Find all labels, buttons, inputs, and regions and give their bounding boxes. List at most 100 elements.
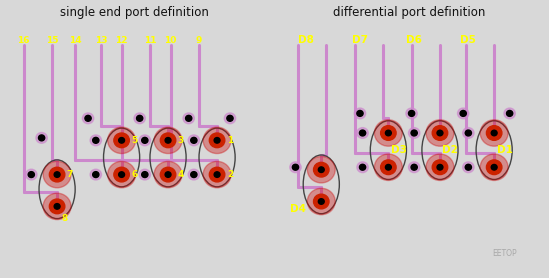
Circle shape bbox=[432, 160, 448, 175]
Circle shape bbox=[142, 137, 148, 143]
Text: 16: 16 bbox=[18, 36, 30, 45]
Circle shape bbox=[93, 172, 99, 178]
Text: single end port definition: single end port definition bbox=[60, 6, 209, 19]
Text: D3: D3 bbox=[391, 145, 407, 155]
Circle shape bbox=[408, 162, 420, 173]
Circle shape bbox=[357, 110, 363, 116]
Text: 10: 10 bbox=[165, 36, 177, 45]
Circle shape bbox=[307, 188, 335, 215]
Text: 9: 9 bbox=[196, 36, 202, 45]
Text: D1: D1 bbox=[496, 145, 512, 155]
Circle shape bbox=[191, 172, 197, 178]
Text: 7: 7 bbox=[67, 170, 73, 179]
Circle shape bbox=[360, 130, 366, 136]
Circle shape bbox=[486, 160, 502, 175]
Circle shape bbox=[480, 120, 508, 146]
Text: D2: D2 bbox=[442, 145, 458, 155]
Circle shape bbox=[160, 133, 176, 148]
Text: D5: D5 bbox=[461, 35, 477, 45]
Circle shape bbox=[188, 169, 199, 180]
Text: D7: D7 bbox=[352, 35, 368, 45]
Circle shape bbox=[457, 108, 469, 119]
Text: D8: D8 bbox=[298, 35, 313, 45]
Circle shape bbox=[26, 169, 37, 180]
Text: D4: D4 bbox=[290, 204, 306, 214]
Circle shape bbox=[28, 172, 35, 178]
Circle shape bbox=[380, 160, 396, 175]
Circle shape bbox=[507, 110, 513, 116]
Circle shape bbox=[36, 133, 47, 143]
Circle shape bbox=[225, 113, 236, 124]
Circle shape bbox=[426, 154, 454, 180]
Circle shape bbox=[437, 165, 443, 170]
Circle shape bbox=[49, 199, 65, 214]
Circle shape bbox=[318, 199, 324, 204]
Text: EETOP: EETOP bbox=[492, 249, 517, 258]
Circle shape bbox=[426, 120, 454, 146]
Circle shape bbox=[93, 137, 99, 143]
Circle shape bbox=[154, 127, 182, 153]
Circle shape bbox=[357, 162, 368, 173]
Text: 1: 1 bbox=[227, 136, 233, 145]
Circle shape bbox=[154, 161, 182, 188]
Circle shape bbox=[214, 172, 220, 177]
Text: 4: 4 bbox=[178, 170, 184, 179]
Text: 11: 11 bbox=[144, 36, 156, 45]
Circle shape bbox=[209, 133, 225, 148]
Circle shape bbox=[139, 135, 150, 146]
Text: D6: D6 bbox=[406, 35, 422, 45]
Circle shape bbox=[160, 167, 176, 182]
Circle shape bbox=[114, 167, 130, 182]
Circle shape bbox=[119, 172, 125, 177]
Circle shape bbox=[38, 135, 44, 141]
Text: 8: 8 bbox=[61, 214, 68, 223]
Circle shape bbox=[137, 115, 143, 121]
Circle shape bbox=[406, 108, 417, 119]
Text: 12: 12 bbox=[115, 36, 128, 45]
Circle shape bbox=[432, 126, 448, 140]
Circle shape bbox=[463, 162, 474, 173]
Circle shape bbox=[85, 115, 91, 121]
Circle shape bbox=[504, 108, 516, 119]
Circle shape bbox=[134, 113, 145, 124]
Circle shape bbox=[380, 126, 396, 140]
Circle shape bbox=[437, 130, 443, 136]
Circle shape bbox=[313, 194, 329, 209]
Circle shape bbox=[43, 193, 71, 220]
Circle shape bbox=[408, 128, 420, 138]
Circle shape bbox=[491, 130, 497, 136]
Circle shape bbox=[54, 203, 60, 209]
Circle shape bbox=[465, 130, 472, 136]
Text: 6: 6 bbox=[131, 170, 138, 179]
Circle shape bbox=[139, 169, 150, 180]
Circle shape bbox=[119, 138, 125, 143]
Text: differential port definition: differential port definition bbox=[333, 6, 485, 19]
Circle shape bbox=[203, 127, 231, 153]
Circle shape bbox=[293, 164, 299, 170]
Circle shape bbox=[374, 154, 402, 180]
Circle shape bbox=[318, 167, 324, 172]
Circle shape bbox=[82, 113, 94, 124]
Text: 15: 15 bbox=[46, 36, 58, 45]
Circle shape bbox=[108, 127, 136, 153]
Circle shape bbox=[183, 113, 194, 124]
Circle shape bbox=[465, 164, 472, 170]
Text: 14: 14 bbox=[69, 36, 81, 45]
Circle shape bbox=[90, 169, 102, 180]
Circle shape bbox=[313, 162, 329, 177]
Circle shape bbox=[54, 172, 60, 177]
Circle shape bbox=[480, 154, 508, 180]
Circle shape bbox=[165, 138, 171, 143]
Circle shape bbox=[408, 110, 414, 116]
Circle shape bbox=[290, 162, 301, 173]
Circle shape bbox=[307, 157, 335, 183]
Circle shape bbox=[486, 126, 502, 140]
Circle shape bbox=[43, 161, 71, 188]
Circle shape bbox=[491, 165, 497, 170]
Circle shape bbox=[411, 130, 417, 136]
Circle shape bbox=[114, 133, 130, 148]
Circle shape bbox=[374, 120, 402, 146]
Text: 3: 3 bbox=[178, 136, 184, 145]
Circle shape bbox=[460, 110, 466, 116]
Circle shape bbox=[411, 164, 417, 170]
